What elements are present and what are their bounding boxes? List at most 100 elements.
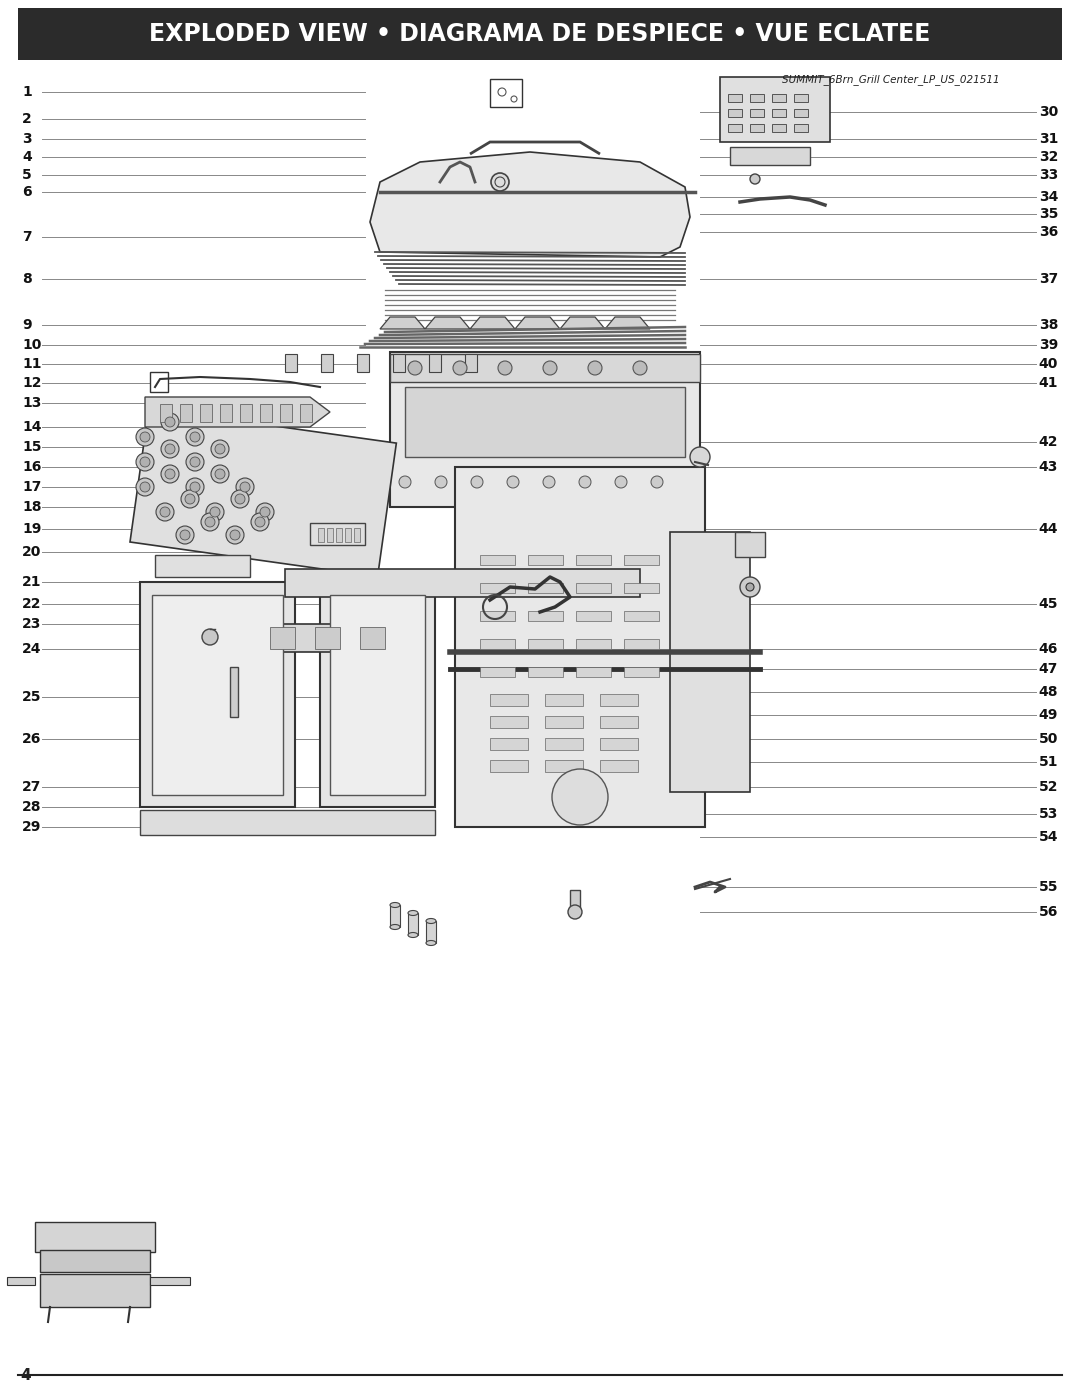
Bar bbox=[429, 353, 441, 372]
Circle shape bbox=[186, 453, 204, 471]
Bar bbox=[405, 387, 685, 457]
Bar bbox=[750, 109, 764, 117]
Text: 21: 21 bbox=[22, 576, 41, 590]
Text: 10: 10 bbox=[22, 338, 41, 352]
Bar bbox=[200, 404, 212, 422]
Text: 3: 3 bbox=[22, 131, 31, 147]
Text: 27: 27 bbox=[22, 780, 41, 793]
Polygon shape bbox=[370, 152, 690, 257]
Polygon shape bbox=[380, 317, 426, 330]
Text: 32: 32 bbox=[1039, 149, 1058, 163]
Circle shape bbox=[615, 476, 627, 488]
Text: 1: 1 bbox=[22, 85, 31, 99]
Circle shape bbox=[161, 414, 179, 432]
Circle shape bbox=[205, 517, 215, 527]
Text: 31: 31 bbox=[1039, 131, 1058, 147]
Bar bbox=[320, 583, 435, 807]
Bar bbox=[354, 528, 360, 542]
Ellipse shape bbox=[408, 911, 418, 915]
Bar bbox=[270, 627, 295, 650]
Bar bbox=[480, 610, 515, 622]
Polygon shape bbox=[605, 317, 650, 330]
Bar bbox=[318, 528, 324, 542]
Bar bbox=[624, 610, 659, 622]
Circle shape bbox=[161, 465, 179, 483]
Polygon shape bbox=[515, 317, 561, 330]
Bar bbox=[152, 595, 283, 795]
Bar bbox=[130, 408, 396, 577]
Bar bbox=[390, 353, 700, 381]
Bar bbox=[670, 532, 750, 792]
Bar bbox=[570, 890, 580, 912]
Text: 47: 47 bbox=[1039, 662, 1058, 676]
Bar bbox=[528, 666, 563, 678]
Text: 18: 18 bbox=[22, 500, 41, 514]
Bar bbox=[165, 602, 245, 624]
Circle shape bbox=[543, 360, 557, 374]
Bar bbox=[336, 528, 342, 542]
Bar bbox=[750, 124, 764, 131]
Circle shape bbox=[190, 482, 200, 492]
Polygon shape bbox=[561, 317, 605, 330]
Bar bbox=[528, 638, 563, 650]
Bar bbox=[390, 905, 400, 928]
Bar bbox=[794, 109, 808, 117]
Text: 55: 55 bbox=[1039, 880, 1058, 894]
Bar bbox=[357, 353, 369, 372]
Circle shape bbox=[408, 360, 422, 374]
Bar bbox=[360, 627, 384, 650]
Bar bbox=[728, 124, 742, 131]
Bar bbox=[310, 522, 365, 545]
Circle shape bbox=[740, 577, 760, 597]
Bar bbox=[315, 627, 340, 650]
Bar bbox=[225, 624, 405, 652]
Circle shape bbox=[251, 513, 269, 531]
Text: 22: 22 bbox=[22, 597, 41, 610]
Circle shape bbox=[237, 478, 254, 496]
Bar bbox=[280, 404, 292, 422]
Circle shape bbox=[579, 476, 591, 488]
Circle shape bbox=[190, 432, 200, 441]
Circle shape bbox=[136, 453, 154, 471]
Circle shape bbox=[399, 476, 411, 488]
Text: 35: 35 bbox=[1039, 207, 1058, 221]
Text: 5: 5 bbox=[22, 168, 31, 182]
Circle shape bbox=[240, 482, 249, 492]
Bar bbox=[772, 94, 786, 102]
Text: 53: 53 bbox=[1039, 807, 1058, 821]
Text: 37: 37 bbox=[1039, 272, 1058, 286]
Bar bbox=[465, 353, 477, 372]
Bar bbox=[576, 555, 611, 564]
Bar bbox=[327, 528, 333, 542]
Circle shape bbox=[136, 478, 154, 496]
Circle shape bbox=[140, 432, 150, 441]
Bar bbox=[40, 1274, 150, 1308]
Text: 7: 7 bbox=[22, 231, 31, 244]
Text: 12: 12 bbox=[22, 376, 41, 390]
Ellipse shape bbox=[390, 902, 400, 908]
Circle shape bbox=[180, 529, 190, 541]
Text: 30: 30 bbox=[1039, 105, 1058, 119]
Circle shape bbox=[568, 905, 582, 919]
Circle shape bbox=[160, 507, 170, 517]
Bar bbox=[321, 353, 333, 372]
Circle shape bbox=[211, 465, 229, 483]
Text: 16: 16 bbox=[22, 460, 41, 474]
Bar bbox=[240, 404, 252, 422]
Bar bbox=[750, 94, 764, 102]
Circle shape bbox=[206, 503, 224, 521]
Bar bbox=[490, 80, 522, 108]
Bar bbox=[260, 404, 272, 422]
Bar bbox=[545, 738, 583, 750]
Bar bbox=[490, 760, 528, 773]
Ellipse shape bbox=[390, 925, 400, 929]
Text: 36: 36 bbox=[1039, 225, 1058, 239]
Text: 44: 44 bbox=[1039, 522, 1058, 536]
Text: 23: 23 bbox=[22, 617, 41, 631]
Circle shape bbox=[491, 173, 509, 191]
Text: 14: 14 bbox=[22, 420, 41, 434]
Text: 45: 45 bbox=[1039, 597, 1058, 610]
Ellipse shape bbox=[408, 933, 418, 937]
Circle shape bbox=[230, 529, 240, 541]
Circle shape bbox=[165, 416, 175, 427]
